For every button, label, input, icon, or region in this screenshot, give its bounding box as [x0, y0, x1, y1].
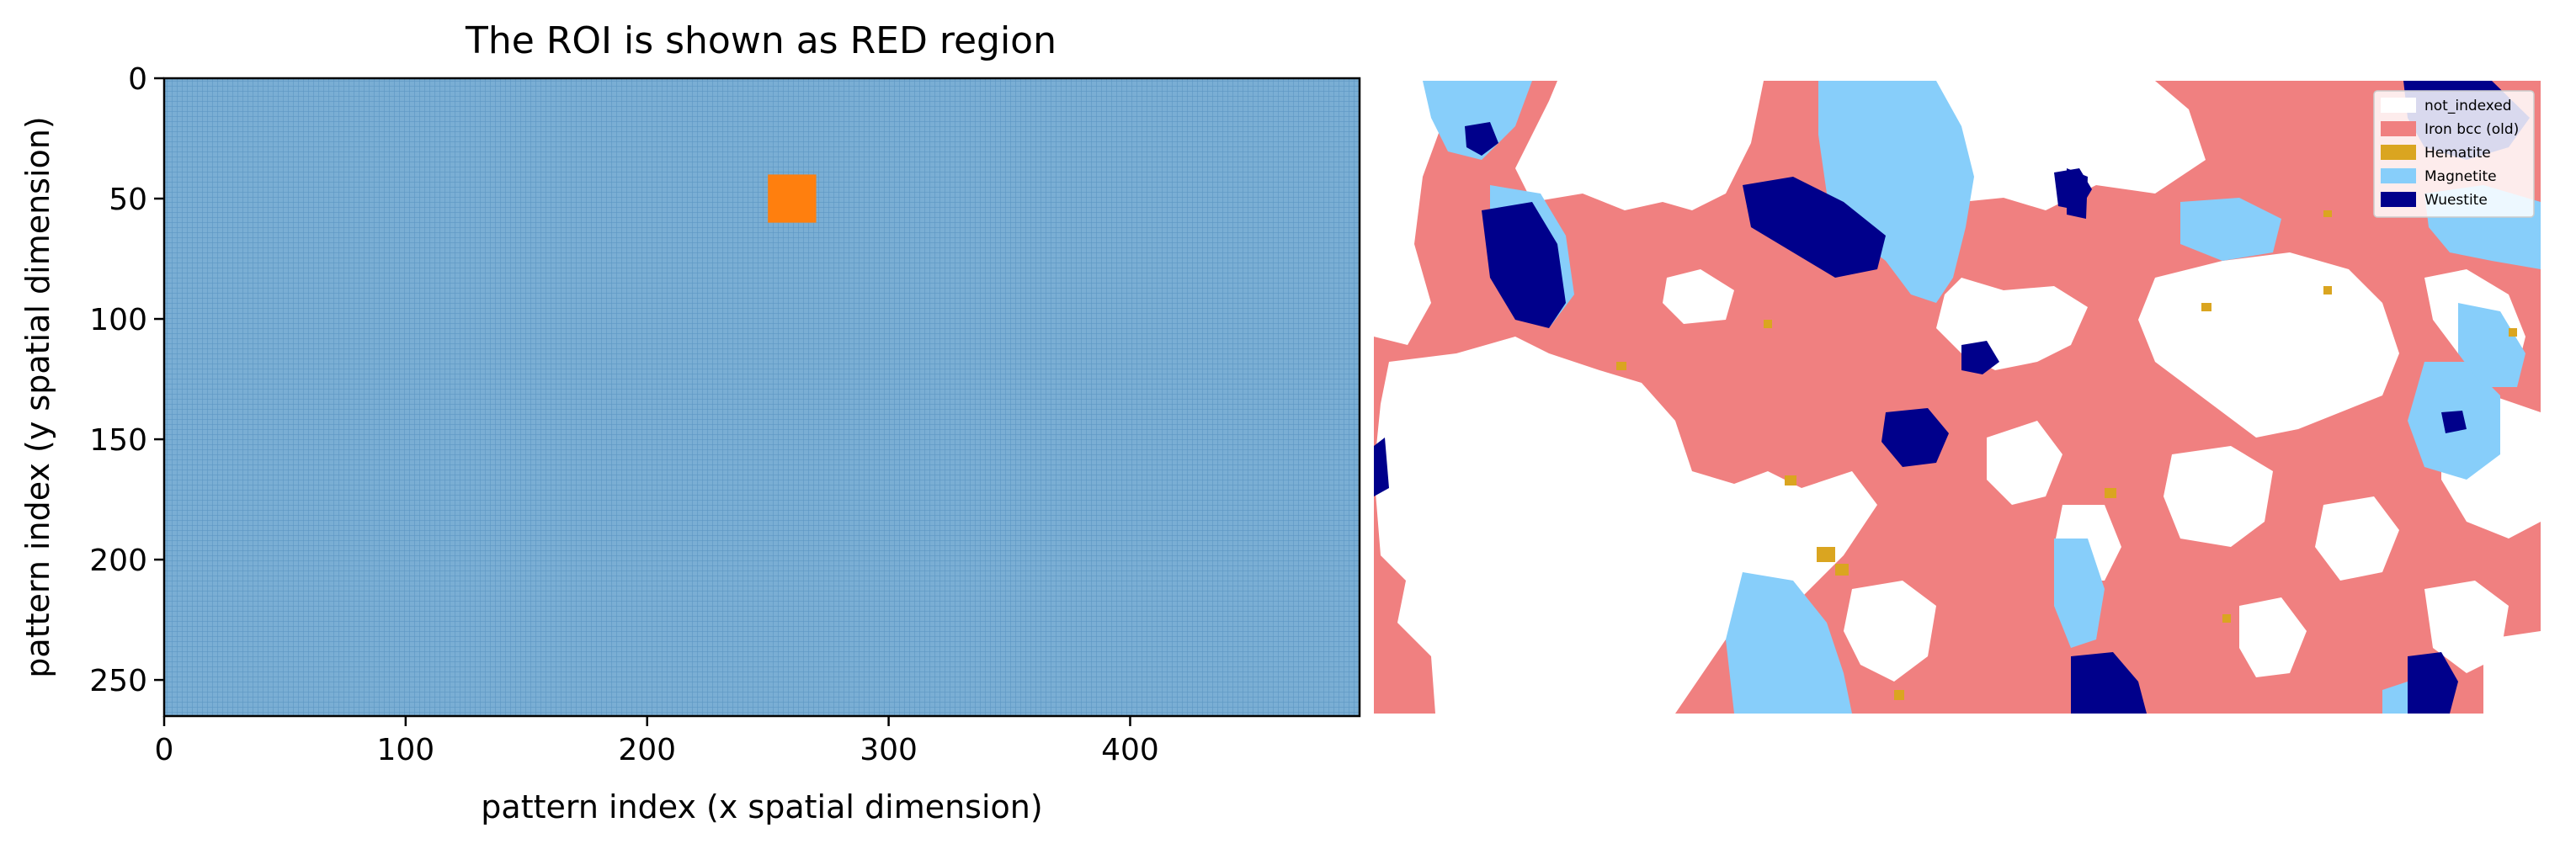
x-tick-label: 400	[1101, 733, 1159, 767]
legend-label: Iron bcc (old)	[2424, 121, 2519, 138]
legend-swatch	[2381, 192, 2416, 207]
x-tick-label: 0	[155, 733, 174, 767]
x-tick-label: 300	[860, 733, 918, 767]
y-tick-label: 250	[89, 664, 147, 698]
roi-region	[768, 174, 816, 222]
legend-swatch	[2381, 145, 2416, 160]
legend-label: Wuestite	[2424, 192, 2488, 209]
y-axis-ticks: 0 50 100 150 200 250	[89, 62, 164, 698]
phase-legend: not_indexed Iron bcc (old) Hematite Magneti…	[2374, 91, 2534, 217]
x-axis-label: pattern index (x spatial dimension)	[481, 788, 1042, 825]
y-tick-label: 0	[128, 62, 147, 97]
y-tick-label: 100	[89, 303, 147, 337]
y-axis-label: pattern index (y spatial dimension)	[19, 116, 56, 677]
y-tick-label: 150	[89, 423, 147, 458]
legend-swatch	[2381, 121, 2416, 136]
x-tick-label: 200	[618, 733, 676, 767]
legend-swatch	[2381, 98, 2416, 113]
legend-swatch	[2381, 168, 2416, 183]
phase-map: not_indexed Iron bcc (old) Hematite Magneti…	[1374, 81, 2541, 714]
pattern-grid	[164, 78, 1360, 716]
x-tick-label: 100	[377, 733, 435, 767]
legend-label: Hematite	[2424, 145, 2491, 162]
y-tick-label: 200	[89, 544, 147, 578]
legend-label: Magnetite	[2424, 168, 2497, 185]
x-axis-ticks: 0 100 200 300 400	[155, 716, 1159, 767]
y-tick-label: 50	[109, 183, 147, 217]
legend-label: not_indexed	[2424, 98, 2512, 114]
chart-title: The ROI is shown as RED region	[465, 19, 1056, 62]
roi-chart: The ROI is shown as RED region 0 100 200 30…	[19, 19, 1360, 825]
